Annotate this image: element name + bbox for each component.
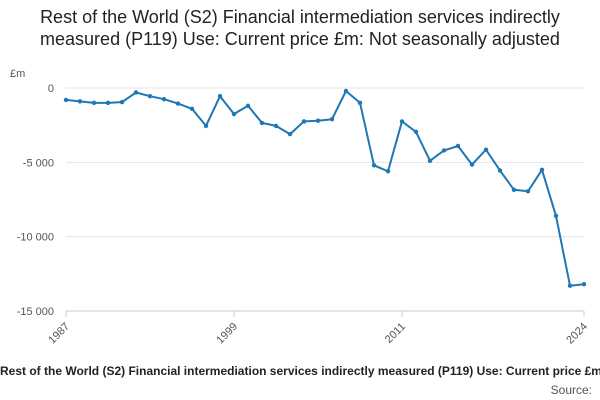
data-point	[77, 99, 83, 104]
y-tick-label: -15 000	[17, 306, 54, 318]
data-point	[63, 97, 69, 103]
data-point	[287, 131, 293, 137]
data-point	[441, 148, 447, 153]
data-point	[497, 168, 503, 173]
data-point	[203, 123, 209, 129]
data-point	[259, 120, 265, 126]
data-point	[315, 118, 321, 123]
data-point	[161, 96, 167, 102]
data-point	[245, 103, 251, 109]
data-point	[553, 213, 559, 219]
data-point	[343, 88, 349, 94]
data-point	[483, 147, 489, 152]
data-point	[329, 117, 335, 122]
data-point	[413, 129, 419, 135]
series-line	[65, 90, 585, 287]
data-point	[427, 158, 433, 164]
x-tick-label: 2011	[383, 321, 408, 346]
y-axis-unit-label: £m	[10, 68, 26, 80]
source-label: Source:	[550, 383, 592, 397]
data-point	[147, 93, 153, 99]
data-point	[399, 119, 405, 124]
x-tick-label: 1987	[46, 321, 72, 347]
data-point	[91, 100, 97, 106]
data-point	[539, 167, 545, 172]
data-point	[301, 119, 307, 124]
data-point	[189, 106, 195, 112]
data-point	[133, 90, 139, 95]
data-point	[525, 189, 531, 194]
data-point	[455, 143, 461, 149]
y-tick-label: -5 000	[23, 157, 54, 169]
data-point	[119, 99, 125, 105]
data-point	[105, 100, 111, 106]
data-point	[217, 93, 223, 99]
data-point	[273, 123, 279, 129]
data-point	[469, 162, 475, 167]
data-point	[581, 282, 587, 287]
legend-series-title: Rest of the World (S2) Financial interme…	[0, 364, 600, 378]
y-tick-label: -10 000	[17, 232, 54, 244]
data-point	[371, 163, 377, 168]
data-point	[231, 111, 237, 117]
data-point	[567, 283, 573, 288]
data-point	[511, 187, 517, 193]
data-point	[175, 101, 181, 106]
data-point	[357, 100, 363, 106]
data-point	[385, 169, 391, 174]
chart-title: Rest of the World (S2) Financial interme…	[40, 7, 560, 49]
y-tick-label: 0	[48, 83, 54, 95]
x-tick-label: 2024	[564, 321, 590, 347]
x-tick-label: 1999	[214, 321, 240, 347]
